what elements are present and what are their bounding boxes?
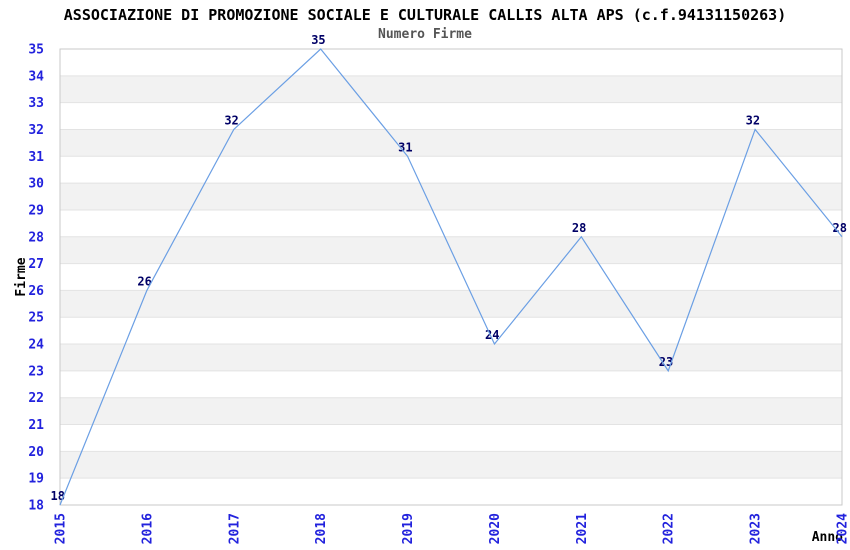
y-tick-label: 24 xyxy=(28,338,44,353)
background-band xyxy=(60,370,842,398)
point-value-label: 28 xyxy=(833,221,847,235)
background-band xyxy=(60,397,842,425)
background-band xyxy=(60,263,842,291)
background-band xyxy=(60,424,842,452)
y-tick-label: 18 xyxy=(28,499,44,514)
x-tick-label: 2016 xyxy=(140,513,155,544)
point-value-label: 32 xyxy=(224,113,238,127)
y-tick-label: 28 xyxy=(28,230,44,245)
plot-border xyxy=(59,48,843,506)
point-value-label: 26 xyxy=(137,274,151,288)
y-tick-label: 30 xyxy=(28,177,44,192)
background-band xyxy=(60,156,842,184)
y-tick-label: 34 xyxy=(28,69,44,84)
x-tick-label: 2020 xyxy=(488,513,503,544)
y-tick-label: 32 xyxy=(28,123,44,138)
background-band xyxy=(60,317,842,345)
y-axis-label: Firme xyxy=(14,257,29,296)
x-axis-label: Anno xyxy=(812,530,843,545)
background-band xyxy=(60,183,842,210)
point-value-label: 35 xyxy=(311,33,325,47)
y-tick-label: 31 xyxy=(28,150,44,165)
point-value-label: 28 xyxy=(572,221,586,235)
data-line xyxy=(59,48,843,506)
background-band xyxy=(60,290,842,318)
background-band xyxy=(60,478,842,505)
background-band xyxy=(60,129,842,157)
x-tick-label: 2022 xyxy=(662,513,677,544)
x-tick-label: 2021 xyxy=(575,513,590,544)
background-band xyxy=(60,49,842,76)
background-band xyxy=(60,102,842,130)
background-band xyxy=(60,209,842,237)
background-band xyxy=(60,75,842,103)
y-tick-label: 29 xyxy=(28,203,44,218)
y-tick-label: 19 xyxy=(28,472,44,487)
y-tick-label: 25 xyxy=(28,311,44,326)
x-tick-label: 2023 xyxy=(749,513,764,544)
background-band xyxy=(60,344,842,371)
x-tick-label: 2019 xyxy=(401,513,416,544)
x-tick-label: 2017 xyxy=(227,513,242,544)
x-tick-label: 2024 xyxy=(836,513,850,544)
y-tick-label: 22 xyxy=(28,391,44,406)
background-band xyxy=(60,451,842,479)
y-tick-label: 20 xyxy=(28,445,44,460)
y-tick-label: 23 xyxy=(28,364,44,379)
chart-subtitle: Numero Firme xyxy=(378,27,472,42)
y-tick-label: 27 xyxy=(28,257,44,272)
y-tick-label: 21 xyxy=(28,418,44,433)
x-tick-label: 2018 xyxy=(314,513,329,544)
x-tick-label: 2015 xyxy=(54,513,69,544)
point-value-label: 31 xyxy=(398,140,412,154)
y-tick-label: 33 xyxy=(28,96,44,111)
y-tick-label: 35 xyxy=(28,43,44,58)
point-value-label: 18 xyxy=(51,489,65,503)
point-value-label: 32 xyxy=(746,113,760,127)
chart-title: ASSOCIAZIONE DI PROMOZIONE SOCIALE E CUL… xyxy=(63,6,787,24)
y-tick-label: 26 xyxy=(28,284,44,299)
